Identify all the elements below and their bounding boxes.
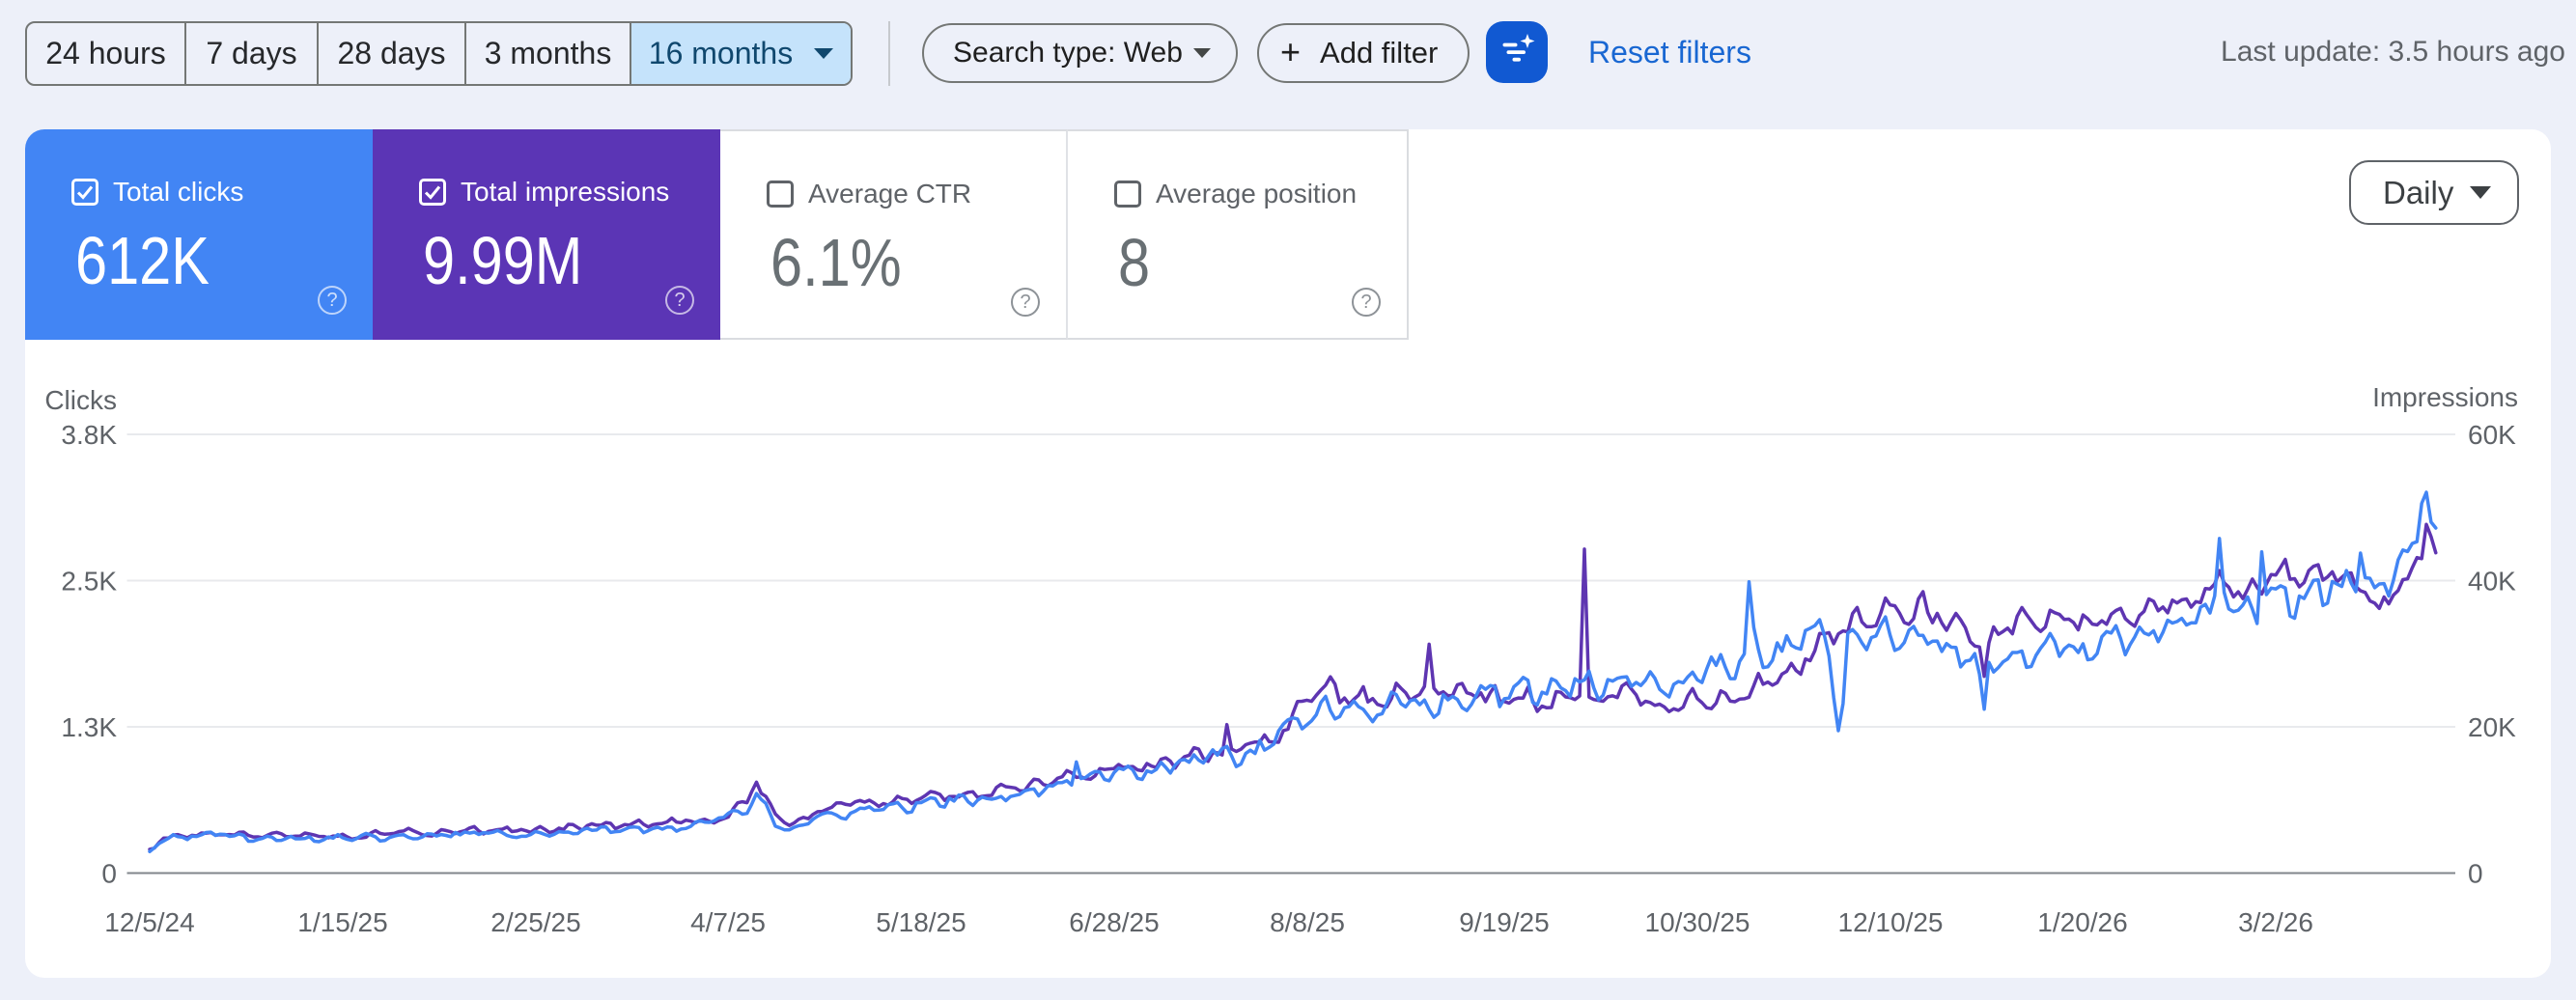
svg-text:Impressions: Impressions: [2372, 382, 2518, 412]
svg-text:2/25/25: 2/25/25: [490, 907, 580, 937]
svg-text:4/7/25: 4/7/25: [690, 907, 766, 937]
svg-text:2.5K: 2.5K: [61, 567, 117, 597]
svg-text:9/19/25: 9/19/25: [1459, 907, 1549, 937]
svg-text:0: 0: [2468, 859, 2483, 889]
svg-text:12/10/25: 12/10/25: [1838, 907, 1944, 937]
svg-text:3.8K: 3.8K: [61, 420, 117, 450]
svg-text:1.3K: 1.3K: [61, 712, 117, 742]
svg-text:3/2/26: 3/2/26: [2238, 907, 2313, 937]
svg-text:20K: 20K: [2468, 712, 2516, 742]
svg-text:6/28/25: 6/28/25: [1069, 907, 1159, 937]
svg-text:10/30/25: 10/30/25: [1645, 907, 1750, 937]
svg-text:8/8/25: 8/8/25: [1270, 907, 1345, 937]
svg-text:Clicks: Clicks: [44, 385, 117, 415]
svg-text:60K: 60K: [2468, 420, 2516, 450]
svg-text:0: 0: [101, 859, 117, 889]
svg-text:1/15/25: 1/15/25: [297, 907, 387, 937]
svg-text:40K: 40K: [2468, 567, 2516, 597]
svg-text:5/18/25: 5/18/25: [876, 907, 966, 937]
svg-text:12/5/24: 12/5/24: [104, 907, 194, 937]
svg-text:1/20/26: 1/20/26: [2037, 907, 2127, 937]
